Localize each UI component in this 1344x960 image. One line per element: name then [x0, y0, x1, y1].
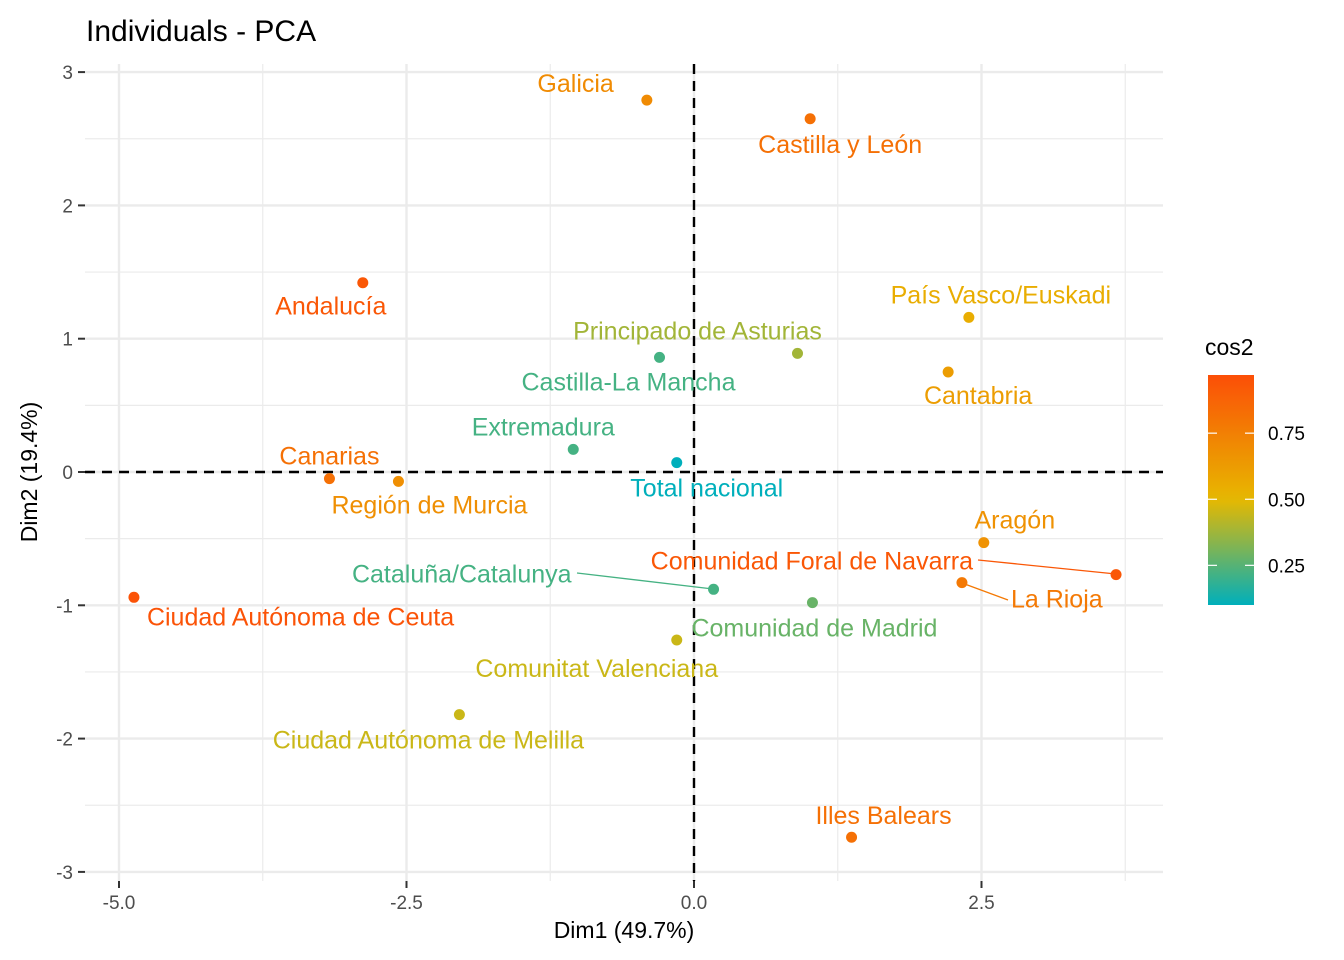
point-label: Extremadura: [472, 413, 615, 441]
data-point: [942, 366, 954, 378]
color-legend: cos2 0.25 0.50 0.75: [1205, 334, 1305, 605]
point-label: Illes Balears: [815, 802, 951, 830]
point-label: Comunidad de Madrid: [691, 615, 937, 643]
data-point: [392, 475, 404, 487]
point-label: Cataluña/Catalunya: [352, 560, 572, 588]
data-point: [978, 537, 990, 549]
chart-title: Individuals - PCA: [86, 15, 316, 48]
y-tick-label: 3: [62, 63, 73, 84]
point-label: Canarias: [279, 443, 379, 471]
point-label: País Vasco/Euskadi: [891, 281, 1111, 309]
y-tick-label: -3: [56, 863, 73, 884]
y-tick-label: 1: [62, 330, 73, 351]
x-tick-label: -5.0: [103, 893, 136, 914]
point-label: Total nacional: [630, 475, 783, 503]
point-label: Principado de Asturias: [573, 317, 822, 345]
axes: -5.0 -2.5 0.0 2.5 3 2 1 0 -1 -2 -3: [56, 63, 995, 914]
x-tick-label: 2.5: [968, 893, 994, 914]
point-label: Ciudad Autónoma de Ceuta: [147, 603, 454, 631]
data-point: [846, 831, 858, 843]
point-labels: Galicia Castilla y León Andalucía País Vasc…: [147, 70, 1111, 830]
data-point: [641, 94, 653, 106]
label-segment: [977, 559, 1117, 575]
data-point: [806, 597, 818, 609]
data-point: [963, 311, 975, 323]
point-label: Ciudad Autónoma de Melilla: [273, 727, 584, 755]
data-point: [654, 351, 665, 363]
point-label: Comunitat Valenciana: [475, 655, 718, 683]
data-point: [671, 457, 683, 469]
y-tick-label: 0: [62, 463, 73, 484]
point-label: La Rioja: [1011, 586, 1103, 614]
data-point: [792, 347, 803, 359]
data-point: [671, 634, 683, 646]
point-label: Aragón: [974, 507, 1055, 535]
y-axis-title: Dim2 (19.4%): [16, 402, 42, 543]
points: [128, 94, 1122, 843]
label-segments: [576, 559, 1117, 601]
y-tick-label: -1: [56, 596, 73, 617]
point-label: Comunidad Foral de Navarra: [651, 548, 973, 576]
reference-lines: [85, 64, 1163, 881]
y-tick-label: -2: [56, 730, 73, 751]
label-segment: [961, 582, 1009, 601]
legend-tick-label: 0.50: [1268, 490, 1305, 511]
x-tick-label: 0.0: [681, 893, 707, 914]
point-label: Castilla-La Mancha: [522, 368, 736, 396]
data-point: [128, 591, 140, 603]
label-segment: [576, 572, 714, 590]
legend-tick-label: 0.25: [1268, 556, 1305, 577]
data-point: [1110, 569, 1122, 581]
legend-tick-label: 0.75: [1268, 424, 1305, 445]
x-tick-label: -2.5: [390, 893, 423, 914]
point-label: Cantabria: [924, 382, 1032, 410]
data-point: [453, 709, 465, 721]
data-point: [357, 277, 369, 289]
point-label: Galicia: [537, 70, 614, 98]
point-label: Andalucía: [275, 293, 386, 321]
y-tick-label: 2: [62, 196, 73, 217]
legend-title: cos2: [1205, 334, 1254, 360]
data-point: [567, 443, 579, 455]
legend-colorbar: [1208, 375, 1254, 605]
point-label: Castilla y León: [758, 131, 922, 159]
data-point: [708, 583, 720, 595]
data-point: [956, 577, 968, 589]
point-label: Región de Murcia: [331, 491, 527, 519]
data-point: [323, 473, 335, 485]
x-axis-title: Dim1 (49.7%): [554, 917, 695, 943]
data-point: [804, 113, 816, 125]
